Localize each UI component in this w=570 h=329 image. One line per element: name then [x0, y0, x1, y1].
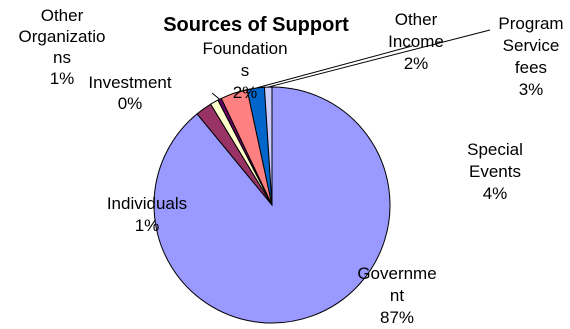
slice-label-line: 2% [233, 83, 258, 102]
slice-label-line: 1% [50, 69, 75, 88]
leader-line [268, 29, 491, 88]
slice-label-line: Governme [357, 264, 436, 283]
slice-label-line: Individuals [107, 194, 187, 213]
pie-slices [153, 86, 391, 324]
slice-label: Individuals 1% [107, 194, 187, 235]
leader-lines [211, 29, 491, 100]
slice-labels: Governme nt 87% Individuals 1% Other Organizat… [19, 6, 564, 327]
slice-label-line: ns [53, 48, 71, 67]
leader-line [211, 92, 220, 100]
slice-label-line: s [241, 61, 250, 80]
slice-label-line: Special [467, 140, 523, 159]
slice-label-line: Income [388, 32, 444, 51]
slice-label-line: 1% [135, 216, 160, 235]
slice-label-line: Program [498, 14, 563, 33]
slice-label-line: nt [390, 286, 404, 305]
slice-label-line: Events [469, 162, 521, 181]
leader-line [233, 88, 252, 94]
slice-label: Special Events 4% [467, 140, 523, 203]
slice-label-line: Organizatio [19, 27, 106, 46]
chart-title: Sources of Support [163, 14, 349, 36]
slice-label: Program Service fees 3% [498, 14, 563, 99]
slice-label-line: Other [395, 10, 438, 29]
slice-label-line: Service [503, 36, 560, 55]
slice-label-line: 2% [404, 54, 429, 73]
slice-label-line: 0% [118, 94, 143, 113]
slice-label: Investment 0% [88, 73, 171, 113]
slice-label-line: Other [41, 6, 84, 25]
slice-label-line: 3% [519, 80, 544, 99]
slice-label-line: 87% [380, 308, 414, 327]
slice-label-line: 4% [483, 184, 508, 203]
slice-label-line: Foundation [202, 39, 287, 58]
slice-label: Foundation s 2% [202, 39, 287, 102]
slice-label: Other Income 2% [388, 10, 444, 73]
slice-label: Other Organizatio ns 1% [19, 6, 106, 88]
slice-label-line: Investment [88, 73, 171, 92]
slice-label-line: fees [515, 58, 547, 77]
leader-line [255, 45, 413, 89]
slice-label: Governme nt 87% [357, 264, 436, 327]
